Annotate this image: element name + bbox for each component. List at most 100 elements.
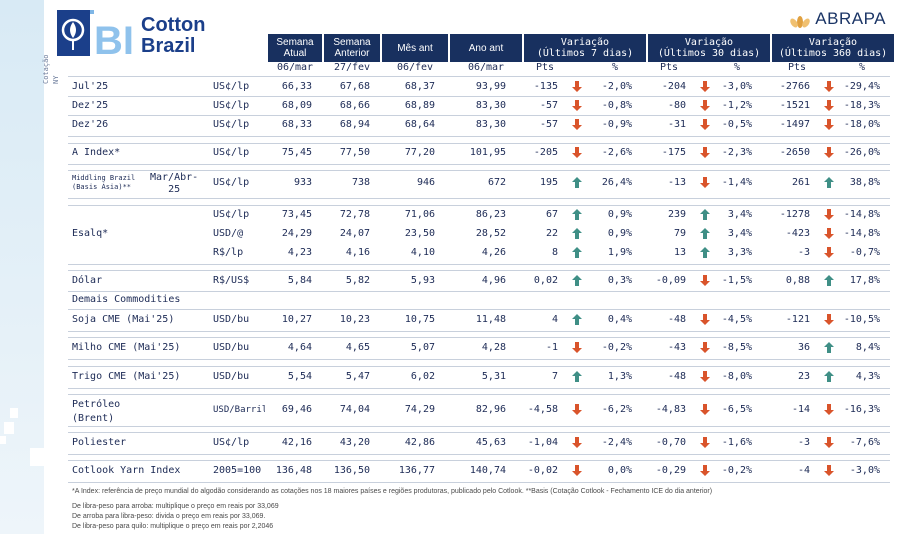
row-value-atual: 73,45: [281, 209, 312, 220]
row-value-mes: 68,89: [404, 100, 435, 111]
arrow-down-icon: [572, 119, 582, 134]
row-value-p7: 8: [551, 247, 558, 258]
row-value-c7: -0,9%: [601, 119, 632, 130]
row-value-anterior: 68,94: [339, 119, 370, 130]
divider: [68, 205, 890, 206]
divider: [68, 394, 890, 395]
row-value-p30: -0,29: [655, 465, 686, 476]
subheader-pct-30: %: [733, 62, 741, 73]
row-value-mes: 42,86: [404, 437, 435, 448]
arrow-up-icon: [824, 177, 834, 192]
abrapa-flower-icon: [790, 16, 811, 28]
arrow-down-icon: [572, 100, 582, 115]
row-value-atual: 10,27: [281, 314, 312, 325]
row-value-p30: 79: [673, 228, 686, 239]
row-unit: R$/US$: [213, 275, 250, 286]
row-value-c7: 0,9%: [607, 209, 632, 220]
arrow-up-icon: [572, 247, 582, 262]
row-value-p360: 23: [797, 371, 810, 382]
row-value-p30: -13: [667, 177, 686, 188]
row-value-p7: 67: [545, 209, 558, 220]
petroleo-label: Petróleo (Brent): [72, 399, 121, 424]
arrow-down-icon: [572, 342, 582, 357]
row-value-p360: -3: [797, 437, 810, 448]
arrow-down-icon: [824, 404, 834, 419]
arrow-down-icon: [700, 404, 710, 419]
row-value-p360: -1521: [779, 100, 810, 111]
arrow-down-icon: [700, 147, 710, 162]
subheader-pct-360: %: [858, 62, 866, 73]
row-value-ano: 4,26: [481, 247, 506, 258]
row-value-atual: 4,64: [287, 342, 312, 353]
row-label: Trigo CME (Mai'25): [72, 371, 181, 382]
divider: [68, 96, 890, 97]
row-unit: US¢/lp: [213, 177, 250, 188]
arrow-down-icon: [700, 81, 710, 96]
subheader-mes: 06/fev: [396, 62, 434, 73]
footnote: De arroba para libra-peso: divida o preç…: [72, 513, 266, 520]
decor-square: [30, 448, 44, 466]
arrow-up-icon: [572, 371, 582, 386]
row-value-anterior: 77,50: [339, 147, 370, 158]
row-value-c360: -18,0%: [843, 119, 880, 130]
arrow-up-icon: [572, 209, 582, 224]
middling-period: Mar/Abr- 25: [150, 172, 199, 195]
footnote: De libra-peso para quilo: multiplique o …: [72, 523, 274, 530]
row-value-p360: -14: [791, 404, 810, 415]
divider: [68, 164, 890, 165]
middling-label: Middling Brazil (Basis Ásia)**: [72, 174, 136, 191]
row-value-c30: -6,5%: [721, 404, 752, 415]
row-value-c30: -1,2%: [721, 100, 752, 111]
divider: [68, 337, 890, 338]
row-value-atual: 42,16: [281, 437, 312, 448]
row-value-atual: 68,33: [281, 119, 312, 130]
row-value-mes: 6,02: [410, 371, 435, 382]
row-unit: USD/@: [213, 228, 244, 239]
row-value-ano: 93,99: [475, 81, 506, 92]
row-value-c360: -10,5%: [843, 314, 880, 325]
row-value-c7: 1,9%: [607, 247, 632, 258]
arrow-down-icon: [572, 437, 582, 452]
row-value-mes: 68,37: [404, 81, 435, 92]
row-value-atual: 4,23: [287, 247, 312, 258]
row-value-ano: 140,74: [469, 465, 506, 476]
subheader-pts-360: Pts: [787, 62, 807, 73]
arrow-down-icon: [700, 342, 710, 357]
row-value-c30: -0,2%: [721, 465, 752, 476]
row-value-anterior: 738: [351, 177, 370, 188]
arrow-up-icon: [700, 209, 710, 224]
row-value-p30: -43: [667, 342, 686, 353]
row-value-c7: -2,0%: [601, 81, 632, 92]
row-unit: USD/Barril: [213, 405, 265, 415]
row-unit: US¢/lp: [213, 100, 250, 111]
row-value-atual: 933: [293, 177, 312, 188]
arrow-down-icon: [824, 119, 834, 134]
row-value-anterior: 4,16: [345, 247, 370, 258]
row-value-c7: 26,4%: [601, 177, 632, 188]
row-value-p7: -57: [539, 100, 558, 111]
row-value-mes: 136,77: [398, 465, 435, 476]
col-header-var30: Variação (Últimos 30 dias): [648, 34, 770, 62]
row-value-mes: 71,06: [404, 209, 435, 220]
row-value-ano: 4,96: [481, 275, 506, 286]
row-value-ano: 45,63: [475, 437, 506, 448]
row-label: Jul'25: [72, 81, 109, 92]
row-value-p30: -0,09: [655, 275, 686, 286]
row-value-c360: -16,3%: [843, 404, 880, 415]
row-value-p7: -57: [539, 119, 558, 130]
row-value-atual: 68,09: [281, 100, 312, 111]
row-value-c7: 0,4%: [607, 314, 632, 325]
row-value-c30: -1,4%: [721, 177, 752, 188]
arrow-up-icon: [572, 228, 582, 243]
row-value-c360: 8,4%: [855, 342, 880, 353]
row-value-p7: -4,58: [527, 404, 558, 415]
footnote: *A Index: referência de preço mundial do…: [72, 488, 713, 495]
arrow-down-icon: [824, 100, 834, 115]
row-unit: R$/lp: [213, 247, 244, 258]
row-value-ano: 86,23: [475, 209, 506, 220]
row-value-anterior: 5,82: [345, 275, 370, 286]
arrow-up-icon: [824, 275, 834, 290]
divider: [68, 388, 890, 389]
row-value-anterior: 68,66: [339, 100, 370, 111]
row-value-p360: -4: [797, 465, 810, 476]
